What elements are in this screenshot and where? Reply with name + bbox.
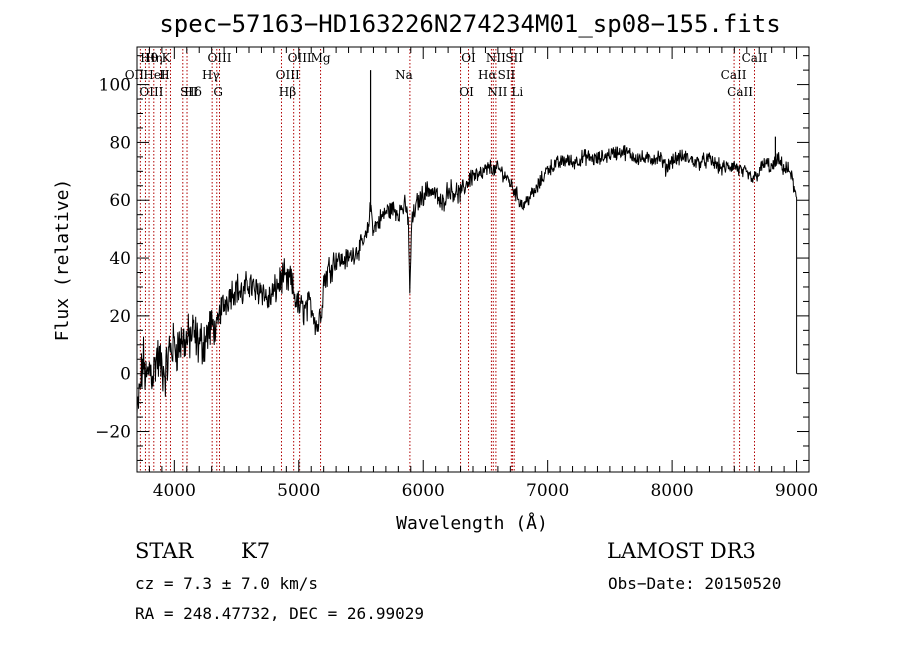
sky-coordinates: RA = 248.47732, DEC = 26.99029 [135,604,424,623]
y-axis-label: Flux (relative) [52,179,73,342]
y-tick-label: −20 [95,423,131,443]
x-tick-label: 8000 [650,481,693,501]
y-tick-label: 100 [99,76,131,96]
x-tick-label: 5000 [277,481,320,501]
object-subclass: K7 [241,539,271,563]
line-marker-label: K [162,51,172,65]
line-marker-label: Hγ [202,68,220,82]
line-marker-label: Hδ [184,85,202,99]
line-marker-label: OIII [139,85,163,99]
x-tick-label: 6000 [402,481,445,501]
line-marker-label: Hα [478,68,497,82]
line-marker-label: HeI [143,68,166,82]
line-marker-label: Hβ [279,85,296,99]
line-marker-label: OII [125,68,145,82]
line-marker-label: SII [498,68,516,82]
x-tick-label: 4000 [153,481,196,501]
line-marker-label: OI [461,51,476,65]
line-marker-label: OIII [207,51,231,65]
line-marker-label: OI [459,85,474,99]
plot-frame [136,46,810,473]
spectrum-series [136,70,798,415]
x-tick-label: 7000 [526,481,569,501]
x-axis-label: Wavelength (Å) [396,512,548,534]
spectrum-line [136,145,798,415]
line-marker-label: Li [511,85,523,99]
chart-title: spec−57163−HD163226N274234M01_sp08−155.f… [159,10,780,38]
line-marker-label: SII [505,51,523,65]
line-marker-label: OIII [276,68,300,82]
line-marker-label: NII [487,85,507,99]
y-tick-label: 0 [120,365,131,385]
line-marker-group [139,49,755,472]
y-tick-label: 60 [109,191,131,211]
line-marker-label: CaII [727,85,753,99]
axis-tick-labels: 4000 5000 6000 7000 8000 9000 −20 0 20 40 60 80 100 [95,76,818,501]
line-marker-label: SII [180,85,198,99]
y-tick-label: 40 [109,249,131,269]
line-marker-labels: Hθ OII OIII K HeI SII Hη H Hδ OIII Hγ G OIII OIII Hβ Mg… [125,51,768,99]
redshift-velocity: cz = 7.3 ± 7.0 km/s [135,574,319,593]
y-tick-label: 80 [109,133,131,153]
line-marker-label: G [213,85,223,99]
line-marker-label: CaII [742,51,768,65]
axis-ticks [136,47,810,472]
line-marker-label: H [159,68,169,82]
observation-date: Obs−Date: 20150520 [608,574,782,593]
line-marker-label: OIII [288,51,312,65]
x-tick-label: 9000 [775,481,818,501]
line-marker-label: Mg [311,51,331,65]
line-marker-label: NII [486,51,506,65]
line-marker-label: Hη [145,51,163,65]
line-marker-label: Hθ [140,51,158,65]
survey-release: LAMOST DR3 [607,539,756,563]
object-class: STAR [135,539,194,563]
line-marker-label: CaII [721,68,747,82]
line-marker-label: Na [395,68,413,82]
y-tick-label: 20 [109,307,131,327]
